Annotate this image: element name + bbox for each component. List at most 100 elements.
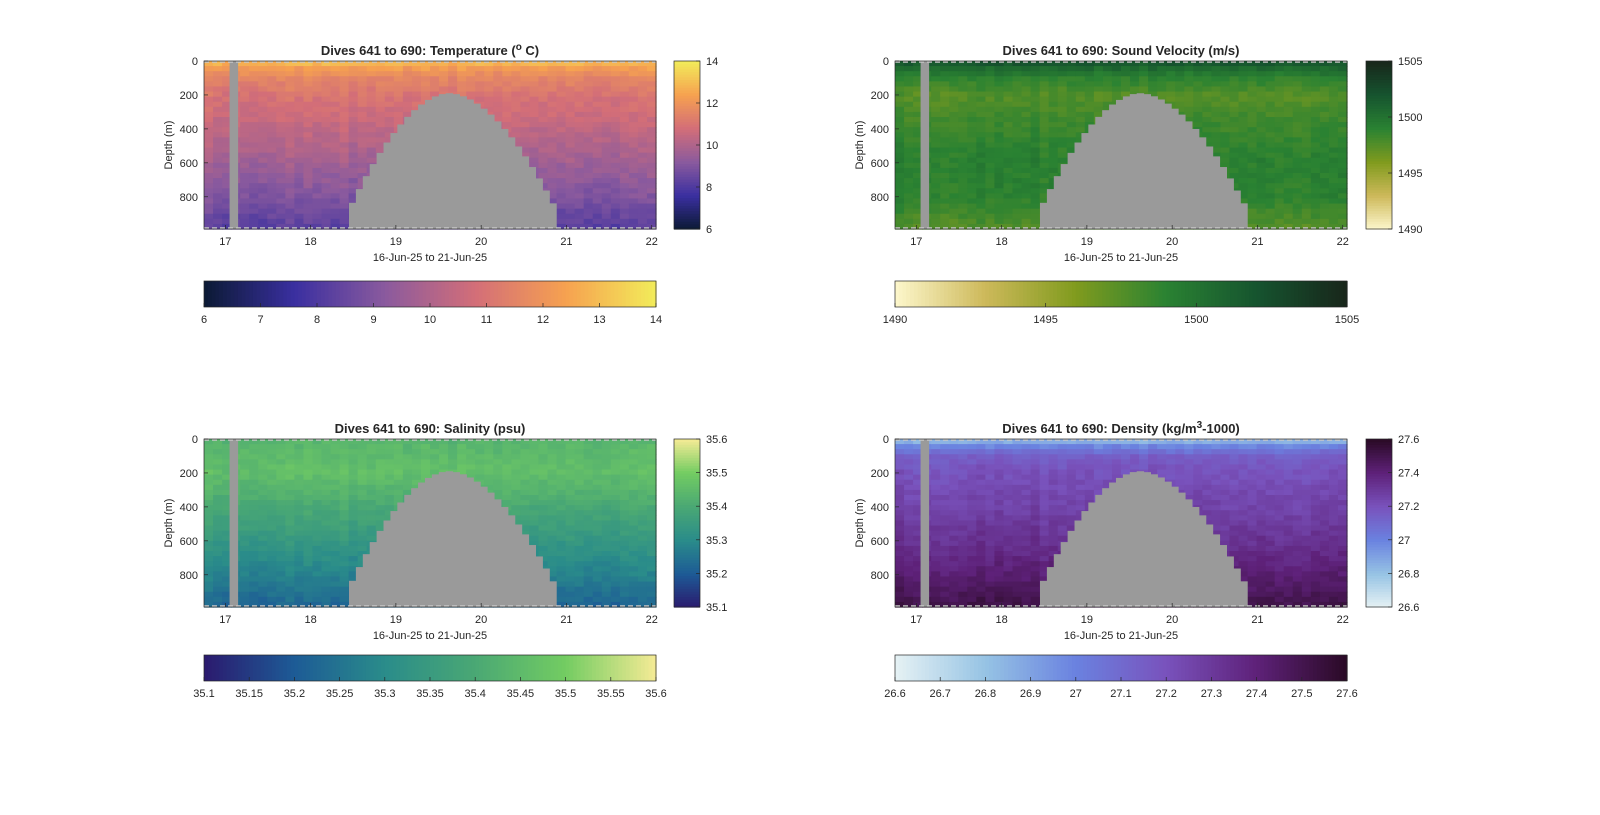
heatmap-cell (357, 469, 368, 476)
heatmap-cell (1202, 96, 1212, 103)
heatmap-cell (285, 581, 295, 588)
heatmap-cell (321, 454, 332, 460)
heatmap-cell (1337, 203, 1348, 210)
heatmap-cell (1148, 76, 1158, 82)
heatmap-cell (1229, 132, 1240, 138)
heatmap-cell (646, 71, 657, 77)
colorbar-swatch (294, 281, 299, 307)
heatmap-cell (204, 106, 214, 113)
heatmap-cell (1256, 193, 1267, 200)
heatmap-cell (1003, 132, 1014, 138)
heatmap-cell (1066, 101, 1077, 108)
heatmap-cell (276, 505, 286, 511)
heatmap-cell (276, 71, 286, 77)
heatmap-cell (1021, 106, 1032, 113)
heatmap-cell (976, 157, 986, 164)
heatmap-cell (502, 469, 512, 476)
heatmap-cell (222, 147, 232, 154)
heatmap-cell (466, 76, 476, 82)
seamount-step (1150, 96, 1158, 229)
heatmap-cell (619, 66, 630, 72)
heatmap-cell (1247, 147, 1258, 154)
heatmap-cell (976, 117, 986, 123)
heatmap-cell (258, 96, 268, 103)
heatmap-cell (240, 576, 250, 583)
heatmap-cell (601, 208, 612, 215)
colorbar-swatch (520, 281, 525, 307)
heatmap-cell (1003, 203, 1014, 210)
heatmap-cell (276, 218, 286, 225)
colorbar-swatch (1282, 281, 1288, 307)
heatmap-cell (895, 203, 905, 210)
heatmap-cell (240, 111, 250, 118)
colorbar-swatch (674, 95, 700, 99)
colorbar-swatch (1366, 121, 1392, 125)
heatmap-cell (1157, 86, 1167, 93)
heatmap-cell (222, 218, 232, 225)
heatmap-cell (1048, 122, 1059, 128)
heatmap-cell (312, 571, 323, 578)
heatmap-cell (439, 86, 449, 93)
heatmap-cell (565, 86, 576, 93)
heatmap-cell (204, 505, 214, 511)
colorbar-swatch (674, 121, 700, 125)
heatmap-cell (330, 178, 341, 184)
colorbar-swatch (1316, 281, 1322, 307)
heatmap-cell (366, 147, 377, 154)
heatmap-cell (249, 535, 259, 542)
y-tick-label: 400 (180, 124, 198, 136)
heatmap-cell (958, 152, 968, 159)
heatmap-cell (1021, 193, 1032, 200)
heatmap-cell (529, 106, 540, 113)
heatmap-cell (556, 61, 567, 67)
heatmap-cell (592, 71, 603, 77)
heatmap-cell (330, 571, 341, 578)
heatmap-cell (330, 576, 341, 583)
x-tick-label: 18 (995, 236, 1007, 248)
heatmap-cell (601, 86, 612, 93)
heatmap-cell (267, 152, 277, 159)
heatmap-cell (1274, 61, 1285, 67)
heatmap-cell (303, 193, 314, 200)
heatmap-cell (1220, 152, 1231, 159)
colorbar-swatch (644, 281, 650, 307)
heatmap-cell (285, 571, 295, 578)
heatmap-cell (538, 173, 549, 179)
heatmap-cell (222, 61, 232, 67)
heatmap-cell (375, 525, 386, 532)
heatmap-cell (258, 162, 268, 169)
heatmap-cell (985, 198, 996, 205)
heatmap-cell (529, 81, 540, 88)
heatmap-cell (1301, 162, 1312, 169)
heatmap-cell (330, 173, 341, 179)
heatmap-cell (646, 157, 657, 164)
heatmap-cell (1337, 157, 1348, 164)
heatmap-cell (1175, 91, 1185, 98)
colorbar-swatch (1366, 124, 1392, 128)
heatmap-cell (384, 439, 395, 445)
heatmap-cell (393, 91, 404, 98)
colorbar-swatch (1366, 200, 1392, 204)
heatmap-cell (565, 193, 576, 200)
heatmap-cell (619, 137, 630, 144)
heatmap-cell (904, 106, 914, 113)
colorbar-swatch (674, 92, 700, 96)
heatmap-cell (1048, 111, 1059, 118)
heatmap-cell (913, 223, 923, 230)
heatmap-cell (457, 459, 467, 466)
heatmap-cell (258, 157, 268, 164)
heatmap-cell (565, 162, 576, 169)
heatmap-cell (637, 213, 648, 220)
heatmap-cell (348, 510, 359, 516)
heatmap-cell (1048, 178, 1059, 184)
heatmap-cell (628, 86, 639, 93)
heatmap-cell (303, 157, 314, 164)
heatmap-cell (904, 198, 914, 205)
heatmap-cell (1012, 223, 1023, 230)
heatmap-cell (619, 96, 630, 103)
heatmap-cell (1229, 122, 1240, 128)
heatmap-cell (1202, 106, 1212, 113)
heatmap-cell (312, 505, 323, 511)
heatmap-cell (204, 540, 214, 547)
heatmap-cell (393, 464, 404, 471)
